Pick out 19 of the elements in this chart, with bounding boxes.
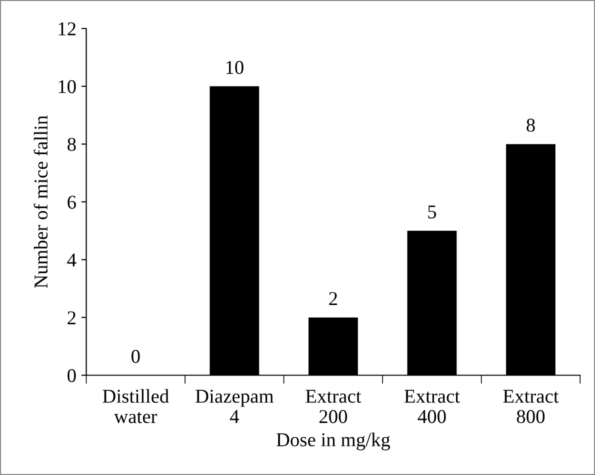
y-tick-label: 2 xyxy=(68,311,76,324)
data-label: 5 xyxy=(428,206,436,218)
data-label: 2 xyxy=(329,292,337,305)
data-label: 10 xyxy=(226,60,244,74)
x-tick-label: Distilled water xyxy=(102,389,169,424)
y-tick-label: 10 xyxy=(58,80,76,94)
y-tick-label: 8 xyxy=(68,138,76,152)
x-tick-label: Diazepam 4 xyxy=(196,390,274,423)
y-tick-label: 4 xyxy=(67,254,76,266)
x-tick-label: Extract 200 xyxy=(306,390,362,424)
x-tick-label: Extract 400 xyxy=(404,390,460,424)
x-tick-label: Extract 800 xyxy=(503,390,559,424)
data-label: 0 xyxy=(132,350,140,363)
y-tick-label: 6 xyxy=(68,196,76,209)
y-tick-label: 12 xyxy=(58,22,76,36)
x-axis-title: Dose in mg/kg xyxy=(276,432,390,450)
y-axis-title: Number of mice fallin xyxy=(34,116,48,288)
data-label: 8 xyxy=(526,118,535,132)
y-tick-label: 0 xyxy=(68,369,76,382)
